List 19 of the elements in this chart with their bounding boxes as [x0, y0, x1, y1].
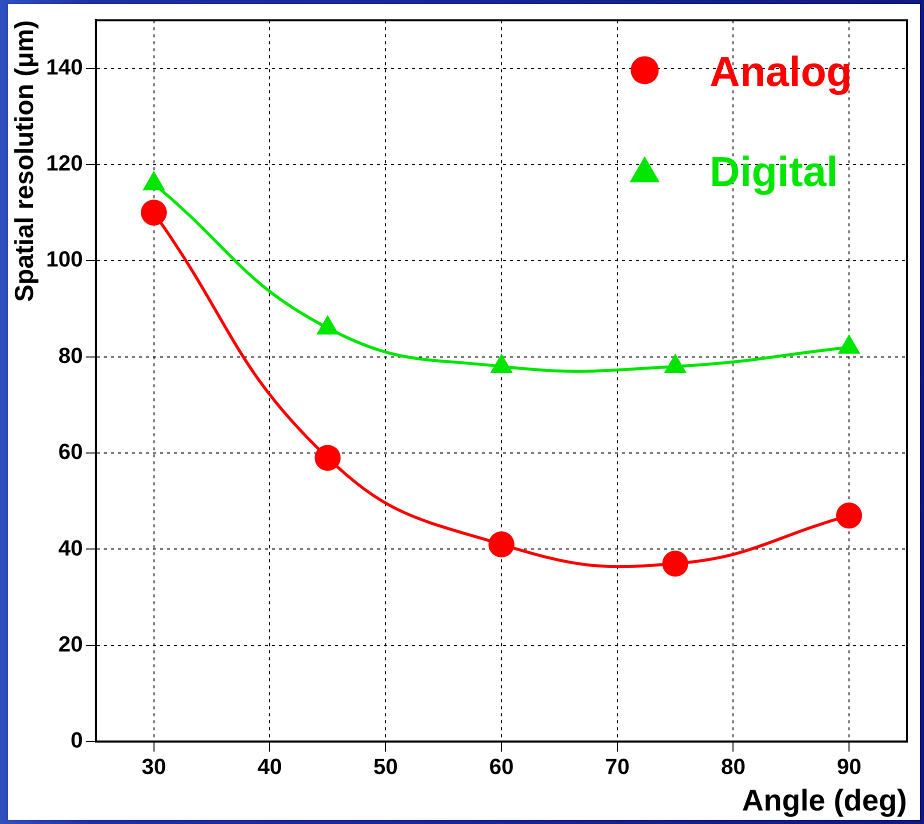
- y-tick-label: 40: [58, 535, 83, 560]
- legend-label: Analog: [710, 48, 852, 95]
- legend-label: Digital: [710, 148, 838, 195]
- x-tick-label: 50: [373, 754, 398, 779]
- x-axis-title: Angle (deg): [742, 784, 907, 818]
- y-tick-label: 120: [46, 150, 83, 176]
- x-tick-label: 90: [836, 754, 862, 779]
- y-axis-title: Spatial resolution (μm): [8, 20, 39, 302]
- y-tick-label: 60: [58, 439, 83, 464]
- y-tick-label: 100: [46, 246, 83, 272]
- y-tick-label: 0: [70, 728, 83, 753]
- x-tick-label: 80: [720, 754, 746, 779]
- y-tick-label: 80: [58, 342, 83, 368]
- y-tick-label: 20: [58, 631, 83, 656]
- x-tick-label: 70: [605, 754, 630, 779]
- x-tick-label: 30: [142, 754, 166, 779]
- y-tick-label: 140: [46, 54, 83, 80]
- x-tick-label: 40: [257, 754, 282, 779]
- x-tick-label: 60: [489, 754, 514, 779]
